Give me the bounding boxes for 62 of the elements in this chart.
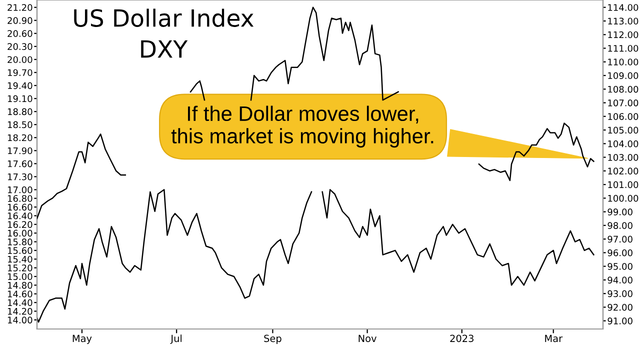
x-tick-label: Jul xyxy=(170,334,182,344)
y2-tick-label: 113.00 xyxy=(608,18,638,25)
y2-tick-label: 95.00 xyxy=(608,263,632,270)
y2-tick-label: 112.00 xyxy=(608,31,638,38)
y2-tick-label: 93.00 xyxy=(608,290,632,298)
y2-tick-label: 98.00 xyxy=(608,222,632,229)
y-tick-label: 14.60 xyxy=(8,290,32,298)
series-label: US Dollar Index DXY xyxy=(74,8,254,58)
y2-tick-label: 96.00 xyxy=(608,249,632,256)
y2-tick-label: 110.00 xyxy=(608,58,638,66)
y2-tick-label: 97.00 xyxy=(608,236,632,243)
y-tick-label: 15.20 xyxy=(8,264,32,272)
y2-tick-label: 99.00 xyxy=(608,208,632,216)
y2-tick-label: 106.00 xyxy=(608,113,638,120)
y-tick-label: 16.00 xyxy=(8,230,32,237)
y-tick-label: 18.20 xyxy=(8,134,32,142)
y-tick-label: 17.60 xyxy=(8,160,32,168)
y-tick-label: 19.70 xyxy=(8,69,32,76)
y2-tick-label: 109.00 xyxy=(608,72,638,80)
y-tick-label: 19.40 xyxy=(8,82,32,90)
y-tick-label: 20.90 xyxy=(8,17,32,24)
y2-tick-label: 102.00 xyxy=(608,168,638,174)
y-tick-label: 21.20 xyxy=(8,4,32,11)
y-tick-label: 18.50 xyxy=(8,121,32,128)
y-tick-label: 18.80 xyxy=(8,108,32,116)
y-tick-label: 15.80 xyxy=(8,238,32,246)
x-tick-label: 2023 xyxy=(450,334,474,342)
y-tick-label: 20.00 xyxy=(8,56,32,64)
y-tick-label: 17.90 xyxy=(8,147,32,154)
y2-tick-label: 111.00 xyxy=(608,44,638,52)
y-tick-label: 17.00 xyxy=(8,186,32,194)
y-tick-label: 20.60 xyxy=(8,30,32,37)
y-tick-label: 15.60 xyxy=(8,247,32,254)
y2-tick-label: 103.00 xyxy=(608,154,638,161)
y-tick-label: 14.80 xyxy=(8,282,32,289)
y2-tick-label: 114.00 xyxy=(608,4,638,11)
x-tick-label: May xyxy=(72,334,92,344)
y-tick-label: 16.80 xyxy=(8,195,32,202)
annotation: If the Dollar moves lower, this market is moving higher. xyxy=(171,106,434,148)
y2-tick-label: 94.00 xyxy=(608,276,632,284)
y-tick-label: 14.40 xyxy=(8,299,32,306)
y2-tick-label: 100.00 xyxy=(608,194,638,202)
x-tick-label: Mar xyxy=(545,334,563,342)
y-tick-label: 16.40 xyxy=(8,212,32,220)
y-tick-label: 16.20 xyxy=(8,221,32,228)
y2-tick-label: 105.00 xyxy=(608,126,638,134)
x-tick-label: Sep xyxy=(264,334,282,344)
y2-tick-label: 104.00 xyxy=(608,140,638,148)
y2-tick-label: 107.00 xyxy=(608,99,638,106)
y-tick-label: 17.30 xyxy=(8,173,32,180)
y2-tick-label: 108.00 xyxy=(608,86,638,93)
y-tick-label: 15.40 xyxy=(8,256,32,263)
y-tick-label: 20.30 xyxy=(8,43,32,50)
y-tick-label: 14.00 xyxy=(8,316,32,324)
y2-tick-label: 91.00 xyxy=(608,318,632,324)
y-tick-label: 14.20 xyxy=(8,308,32,315)
y-tick-label: 16.60 xyxy=(8,204,32,211)
y2-tick-label: 101.00 xyxy=(608,181,638,188)
y-tick-label: 19.10 xyxy=(8,95,32,102)
x-tick-label: Nov xyxy=(358,334,376,342)
y2-tick-label: 92.00 xyxy=(608,304,632,311)
y-tick-label: 15.00 xyxy=(8,273,32,280)
